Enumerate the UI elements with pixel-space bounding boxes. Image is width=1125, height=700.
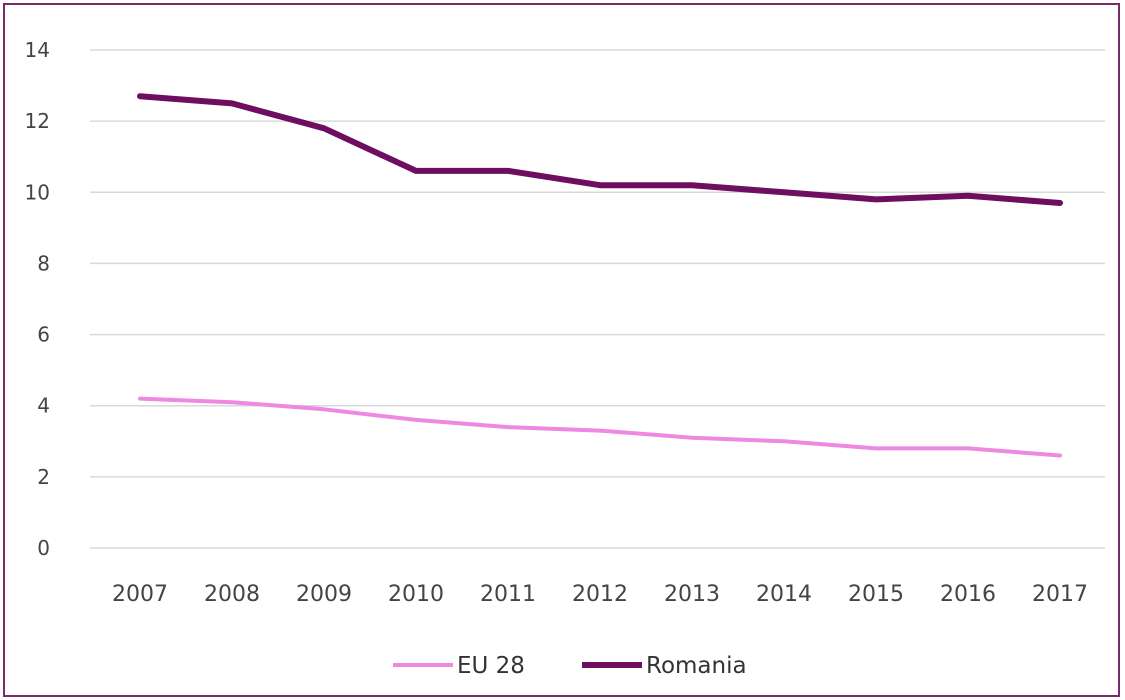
series-line-romania — [137, 93, 1063, 206]
gridlines — [90, 49, 1105, 549]
y-tick-label: 8 — [37, 251, 50, 275]
y-tick-label: 10 — [25, 180, 50, 204]
x-tick-label: 2011 — [480, 582, 536, 607]
legend-label: EU 28 — [457, 653, 525, 679]
x-tick-label: 2012 — [572, 582, 628, 607]
y-tick-label: 2 — [37, 465, 50, 489]
x-tick-label: 2017 — [1032, 582, 1088, 607]
legend: EU 28 Romania — [393, 653, 747, 679]
y-tick-label: 14 — [25, 38, 50, 62]
x-tick-label: 2007 — [112, 582, 168, 607]
x-tick-label: 2015 — [848, 582, 904, 607]
y-tick-label: 4 — [37, 394, 50, 418]
y-tick-label: 6 — [37, 323, 50, 347]
y-tick-label: 12 — [25, 109, 50, 133]
x-tick-label: 2010 — [388, 582, 444, 607]
y-axis-ticks: 0 2 4 6 8 10 12 14 — [25, 38, 50, 560]
legend-label: Romania — [646, 653, 747, 679]
series-line-eu-28 — [138, 396, 1062, 458]
x-tick-label: 2016 — [940, 582, 996, 607]
line-chart: 0 2 4 6 8 10 12 14 2007 2008 2009 2010 2011 2012 2013… — [25, 38, 1105, 679]
x-axis-ticks: 2007 2008 2009 2010 2011 2012 2013 2014 2015 2016… — [112, 582, 1088, 607]
x-tick-label: 2008 — [204, 582, 260, 607]
series-lines — [137, 93, 1063, 458]
x-tick-label: 2009 — [296, 582, 352, 607]
x-tick-label: 2014 — [756, 582, 812, 607]
y-tick-label: 0 — [37, 536, 50, 560]
x-tick-label: 2013 — [664, 582, 720, 607]
chart-frame: 0 2 4 6 8 10 12 14 2007 2008 2009 2010 2011 2012 2013… — [3, 3, 1120, 697]
